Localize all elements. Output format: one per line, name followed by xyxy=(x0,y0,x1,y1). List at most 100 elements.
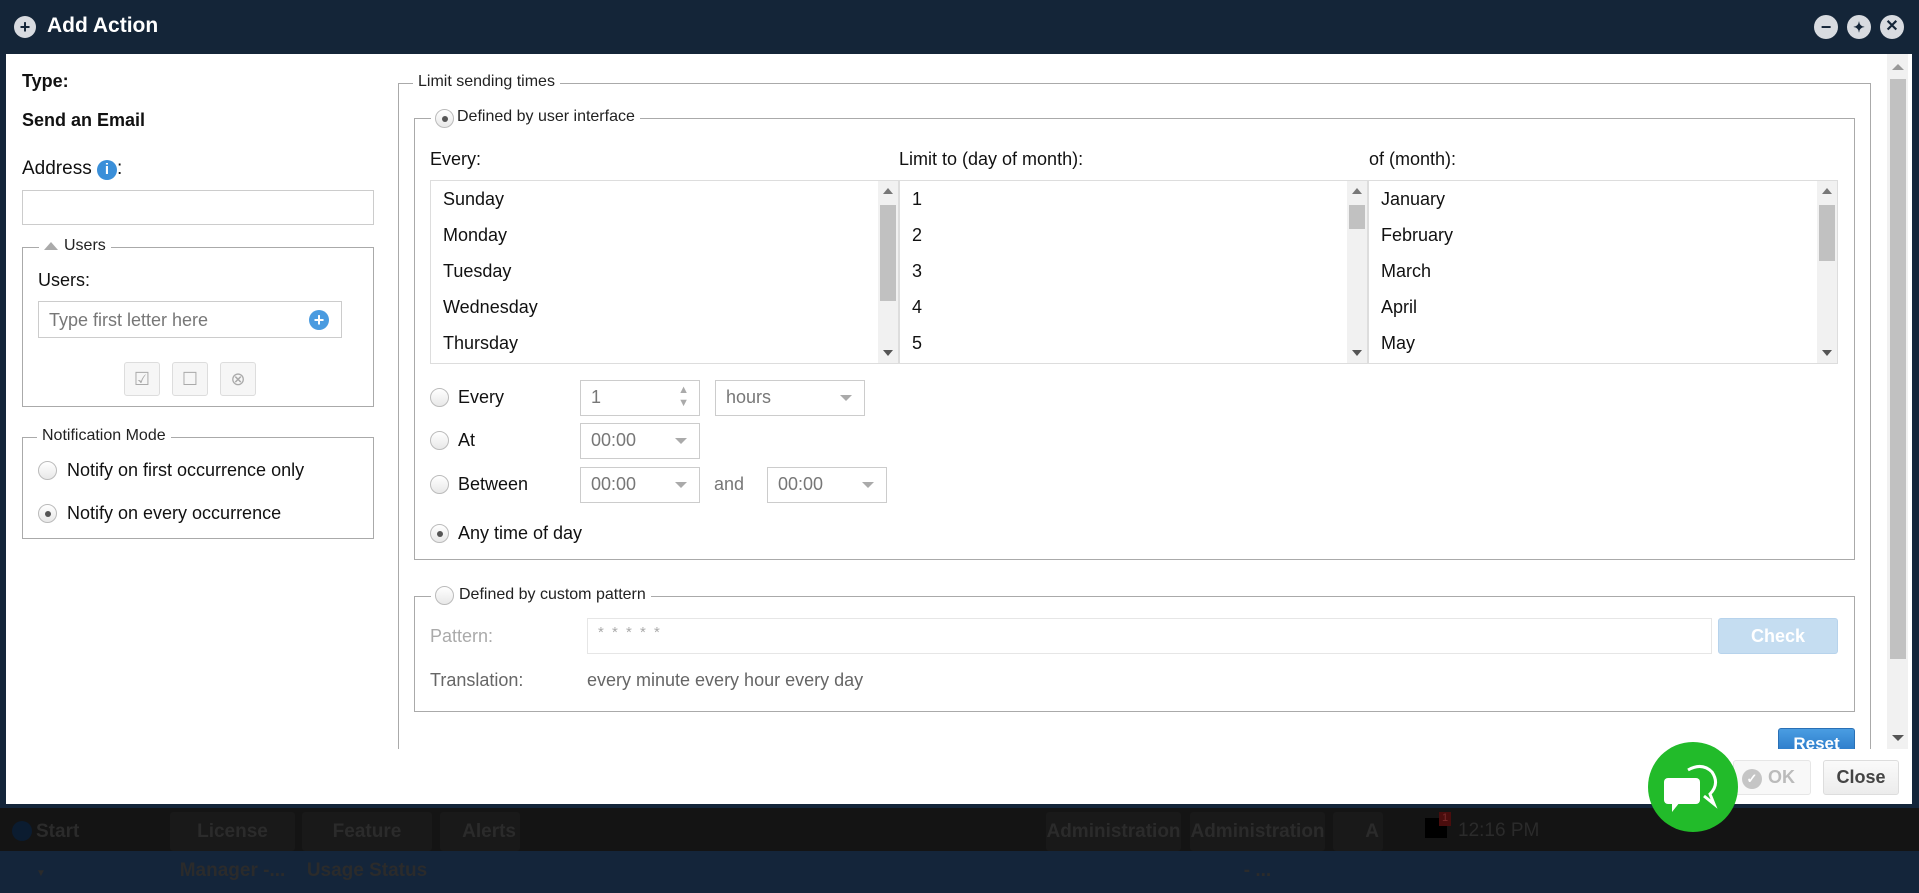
list-item[interactable]: Wednesday xyxy=(443,297,538,317)
every-number-stepper[interactable]: 1 ▲ ▼ xyxy=(580,380,700,416)
scroll-down-icon[interactable] xyxy=(1822,350,1832,356)
list-item[interactable]: Tuesday xyxy=(443,261,512,281)
radio-first-occurrence[interactable] xyxy=(38,461,57,480)
radio-any-time[interactable] xyxy=(430,524,449,543)
list-item[interactable]: 5 xyxy=(912,333,923,353)
month-list[interactable]: January February March April May xyxy=(1368,180,1838,364)
taskbar-item[interactable]: Feature Usage Status xyxy=(302,812,432,881)
collapse-icon[interactable] xyxy=(44,242,58,250)
info-icon[interactable]: i xyxy=(96,160,117,180)
uncheck-all-icon: ☐ xyxy=(181,369,199,389)
ui-legend: Defined by user interface xyxy=(431,108,640,128)
ok-label: OK xyxy=(1768,767,1795,787)
scroll-up-icon[interactable] xyxy=(1352,188,1362,194)
chevron-down-icon xyxy=(675,482,687,488)
first-occurrence-label: Notify on first occurrence only xyxy=(67,460,305,480)
minimize-icon[interactable]: − xyxy=(1814,15,1838,39)
list-item[interactable]: January xyxy=(1381,189,1446,209)
check-all-button[interactable]: ☑ xyxy=(124,362,160,396)
ok-button[interactable]: ✓ OK xyxy=(1733,760,1811,795)
scroll-down-icon[interactable] xyxy=(1352,350,1362,356)
list-item[interactable]: 3 xyxy=(912,261,923,281)
pattern-input[interactable]: * * * * * xyxy=(587,618,1712,654)
users-label: Users: xyxy=(38,270,91,290)
uncheck-all-button[interactable]: ☐ xyxy=(172,362,208,396)
radio-user-interface[interactable] xyxy=(435,109,454,128)
notification-legend: Notification Mode xyxy=(37,427,171,445)
scroll-up-icon[interactable] xyxy=(1892,64,1904,70)
close-button[interactable]: Close xyxy=(1823,760,1899,795)
list-item[interactable]: Monday xyxy=(443,225,508,245)
main-scrollbar[interactable] xyxy=(1887,54,1908,749)
list-item[interactable]: February xyxy=(1381,225,1454,245)
dialog-titlebar[interactable]: + Add Action − ✦ ✕ xyxy=(0,0,1919,54)
users-group: Users Users: Type first letter here + ☑ … xyxy=(22,237,374,407)
restore-icon[interactable]: ✦ xyxy=(1847,15,1871,39)
every-value: 1 xyxy=(591,387,602,407)
weekday-scrollbar[interactable] xyxy=(878,181,898,363)
add-user-icon[interactable]: + xyxy=(309,310,329,330)
users-legend[interactable]: Users xyxy=(39,237,111,255)
day-of-month-list[interactable]: 1 2 3 4 5 xyxy=(899,180,1368,364)
taskbar-item[interactable]: A xyxy=(1333,812,1383,851)
user-interface-group: Defined by user interface xyxy=(414,108,1855,560)
between-from-select[interactable]: 00:00 xyxy=(580,467,700,503)
at-label: At xyxy=(458,430,476,450)
limit-sending-times-group: Limit sending times xyxy=(398,73,1871,749)
day-list-label: Limit to (day of month): xyxy=(899,149,1084,169)
weekday-list[interactable]: Sunday Monday Tuesday Wednesday Thursday xyxy=(430,180,899,364)
scroll-down-icon[interactable] xyxy=(1892,735,1904,741)
radio-every-occurrence[interactable] xyxy=(38,504,57,523)
clear-button[interactable]: ⊗ xyxy=(220,362,256,396)
check-button[interactable]: Check xyxy=(1718,618,1838,654)
users-input[interactable]: Type first letter here + xyxy=(38,301,342,338)
list-item[interactable]: 4 xyxy=(912,297,923,317)
radio-custom-pattern[interactable] xyxy=(435,586,454,605)
type-label: Type: xyxy=(22,71,69,91)
start-button[interactable]: Start ▼ xyxy=(6,812,79,879)
taskbar-item[interactable]: Alerts xyxy=(440,812,520,851)
month-scrollbar[interactable] xyxy=(1817,181,1837,363)
dialog-title: Add Action xyxy=(47,14,159,37)
users-placeholder: Type first letter here xyxy=(49,310,209,330)
taskbar-item[interactable]: License Manager -... xyxy=(170,812,295,881)
every-unit-value: hours xyxy=(726,387,772,407)
list-item[interactable]: 1 xyxy=(912,189,923,209)
scroll-thumb[interactable] xyxy=(1819,205,1835,261)
chat-button[interactable] xyxy=(1648,742,1738,832)
radio-at[interactable] xyxy=(430,431,449,450)
ui-legend-text: Defined by user interface xyxy=(457,108,635,125)
taskbar-item[interactable]: Administration xyxy=(1046,812,1181,851)
scroll-thumb[interactable] xyxy=(1349,205,1365,229)
notification-mode-group: Notification Mode Notify on first occurr… xyxy=(22,427,374,539)
list-item[interactable]: March xyxy=(1381,261,1432,281)
reset-button[interactable]: Reset xyxy=(1778,728,1855,749)
check-all-icon: ☑ xyxy=(133,369,151,389)
radio-between[interactable] xyxy=(430,475,449,494)
list-item[interactable]: Thursday xyxy=(443,333,519,353)
taskbar-item[interactable]: Administration - ... xyxy=(1190,812,1325,881)
list-item[interactable]: May xyxy=(1381,333,1416,353)
every-unit-select[interactable]: hours xyxy=(715,380,865,416)
list-item[interactable]: April xyxy=(1381,297,1418,317)
scroll-up-icon[interactable] xyxy=(1822,188,1832,194)
scroll-thumb[interactable] xyxy=(1890,79,1906,659)
scroll-thumb[interactable] xyxy=(880,205,896,301)
radio-every[interactable] xyxy=(430,388,449,407)
every-label: Every xyxy=(458,387,505,407)
between-from-value: 00:00 xyxy=(591,474,637,494)
scroll-down-icon[interactable] xyxy=(883,350,893,356)
day-scrollbar[interactable] xyxy=(1347,181,1367,363)
list-item[interactable]: Sunday xyxy=(443,189,505,209)
list-item[interactable]: 2 xyxy=(912,225,923,245)
address-input[interactable] xyxy=(22,190,374,225)
between-to-select[interactable]: 00:00 xyxy=(767,467,887,503)
between-label: Between xyxy=(458,474,529,494)
close-icon[interactable]: ✕ xyxy=(1880,15,1904,39)
scroll-up-icon[interactable] xyxy=(883,188,893,194)
at-time-select[interactable]: 00:00 xyxy=(580,423,700,459)
every-list-label: Every: xyxy=(430,149,482,169)
and-label: and xyxy=(714,474,745,494)
stepper-arrows-icon[interactable]: ▲ ▼ xyxy=(678,384,689,409)
between-to-value: 00:00 xyxy=(778,474,824,494)
